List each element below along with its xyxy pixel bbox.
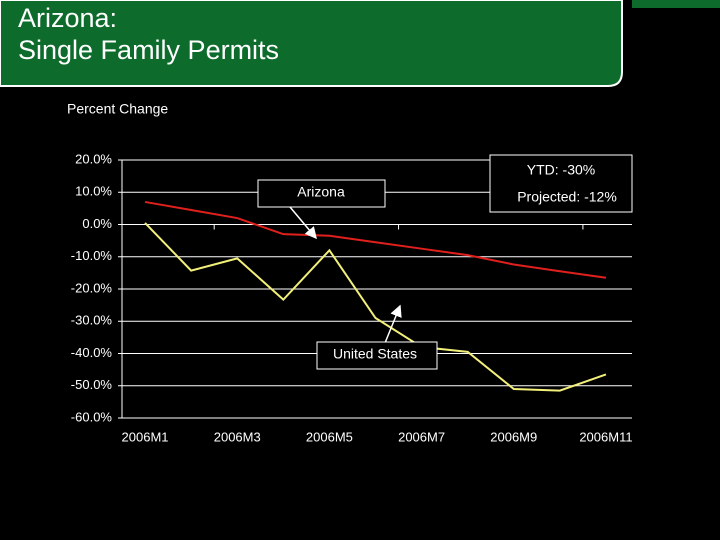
callout: YTD: -30%: [527, 162, 595, 178]
slide-title: Single Family Permits: [18, 35, 279, 65]
annotations: Arizona United States YTD: -30% Projecte…: [257, 154, 633, 370]
callout: Projected: -12%: [517, 189, 617, 205]
x-tick-label: 2006M1: [122, 429, 169, 444]
y-tick-label: -30.0%: [71, 313, 113, 328]
callout: Arizona: [297, 184, 345, 200]
x-tick-label: 2006M7: [398, 429, 445, 444]
header-accent: [632, 0, 720, 8]
line-series: [144, 222, 607, 392]
header-band: [0, 0, 623, 87]
callout-box: [489, 154, 633, 213]
y-tick-label: -20.0%: [71, 280, 113, 295]
y-tick-label: -60.0%: [71, 409, 113, 424]
y-tick-label: -10.0%: [71, 248, 113, 263]
callout: United States: [333, 346, 417, 362]
axis-title: Percent Change: [67, 101, 168, 117]
x-tick-label: 2006M9: [490, 429, 537, 444]
arrow: [384, 304, 402, 344]
line-series: [144, 200, 607, 279]
x-tick-label: 2006M11: [579, 429, 632, 444]
y-tick-label: -50.0%: [71, 377, 113, 392]
callout-box: [316, 341, 438, 370]
x-tick-label: 2006M5: [306, 429, 353, 444]
plot-area: 20.0% 10.0% 0.0% -10.0% -20.0% -30.0% -40.0% -5…: [71, 151, 633, 444]
x-tick-label: 2006M3: [214, 429, 261, 444]
slide-title: Arizona:: [18, 3, 117, 33]
arrow: [289, 206, 317, 240]
y-tick-label: -40.0%: [71, 345, 113, 360]
callout-box: [257, 179, 386, 208]
y-tick-label: 0.0%: [82, 216, 112, 231]
y-tick-label: 20.0%: [75, 151, 112, 166]
y-tick-label: 10.0%: [75, 184, 112, 199]
